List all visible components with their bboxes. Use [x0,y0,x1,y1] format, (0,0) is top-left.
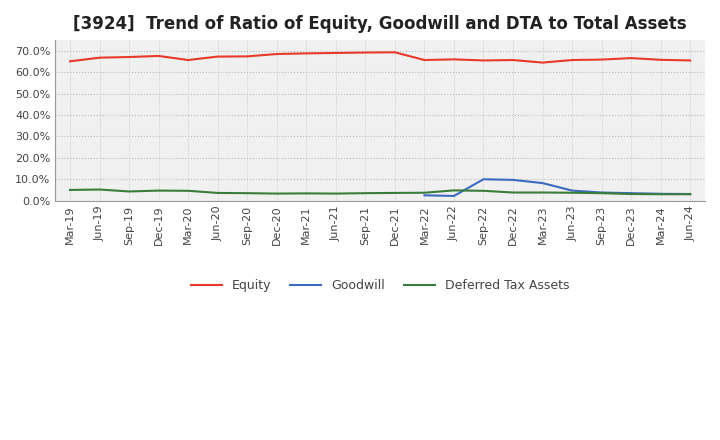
Goodwill [509,177,518,183]
Equity [361,50,369,55]
Goodwill [686,191,695,197]
Deferred Tax Assets [361,191,369,196]
Goodwill [480,176,488,182]
Equity [598,57,606,62]
Deferred Tax Assets [331,191,340,196]
Deferred Tax Assets [568,190,577,195]
Equity [449,57,458,62]
Equity [331,50,340,55]
Equity [302,51,310,56]
Deferred Tax Assets [154,188,163,193]
Equity [568,57,577,62]
Equity [125,55,133,60]
Deferred Tax Assets [420,190,428,195]
Goodwill [627,191,636,196]
Equity [686,58,695,63]
Deferred Tax Assets [125,189,133,194]
Deferred Tax Assets [598,191,606,196]
Equity [627,55,636,61]
Line: Deferred Tax Assets: Deferred Tax Assets [70,190,690,194]
Legend: Equity, Goodwill, Deferred Tax Assets: Equity, Goodwill, Deferred Tax Assets [186,274,575,297]
Equity [657,57,665,62]
Equity [95,55,104,60]
Deferred Tax Assets [627,191,636,197]
Deferred Tax Assets [480,188,488,194]
Deferred Tax Assets [509,190,518,195]
Deferred Tax Assets [184,188,192,194]
Deferred Tax Assets [213,191,222,196]
Deferred Tax Assets [539,190,547,195]
Deferred Tax Assets [95,187,104,192]
Deferred Tax Assets [243,191,251,196]
Deferred Tax Assets [686,191,695,197]
Line: Equity: Equity [70,52,690,62]
Deferred Tax Assets [66,187,74,193]
Goodwill [539,180,547,186]
Equity [66,59,74,64]
Equity [184,57,192,62]
Goodwill [568,188,577,193]
Title: [3924]  Trend of Ratio of Equity, Goodwill and DTA to Total Assets: [3924] Trend of Ratio of Equity, Goodwil… [73,15,687,33]
Equity [480,58,488,63]
Equity [154,53,163,59]
Line: Goodwill: Goodwill [424,179,690,196]
Deferred Tax Assets [390,191,399,196]
Equity [539,60,547,65]
Deferred Tax Assets [449,188,458,193]
Goodwill [657,191,665,196]
Goodwill [449,193,458,198]
Deferred Tax Assets [657,191,665,197]
Deferred Tax Assets [272,191,281,196]
Equity [272,51,281,57]
Equity [390,50,399,55]
Equity [213,54,222,59]
Deferred Tax Assets [302,191,310,196]
Equity [420,57,428,62]
Equity [243,54,251,59]
Goodwill [598,190,606,195]
Goodwill [420,193,428,198]
Equity [509,57,518,62]
